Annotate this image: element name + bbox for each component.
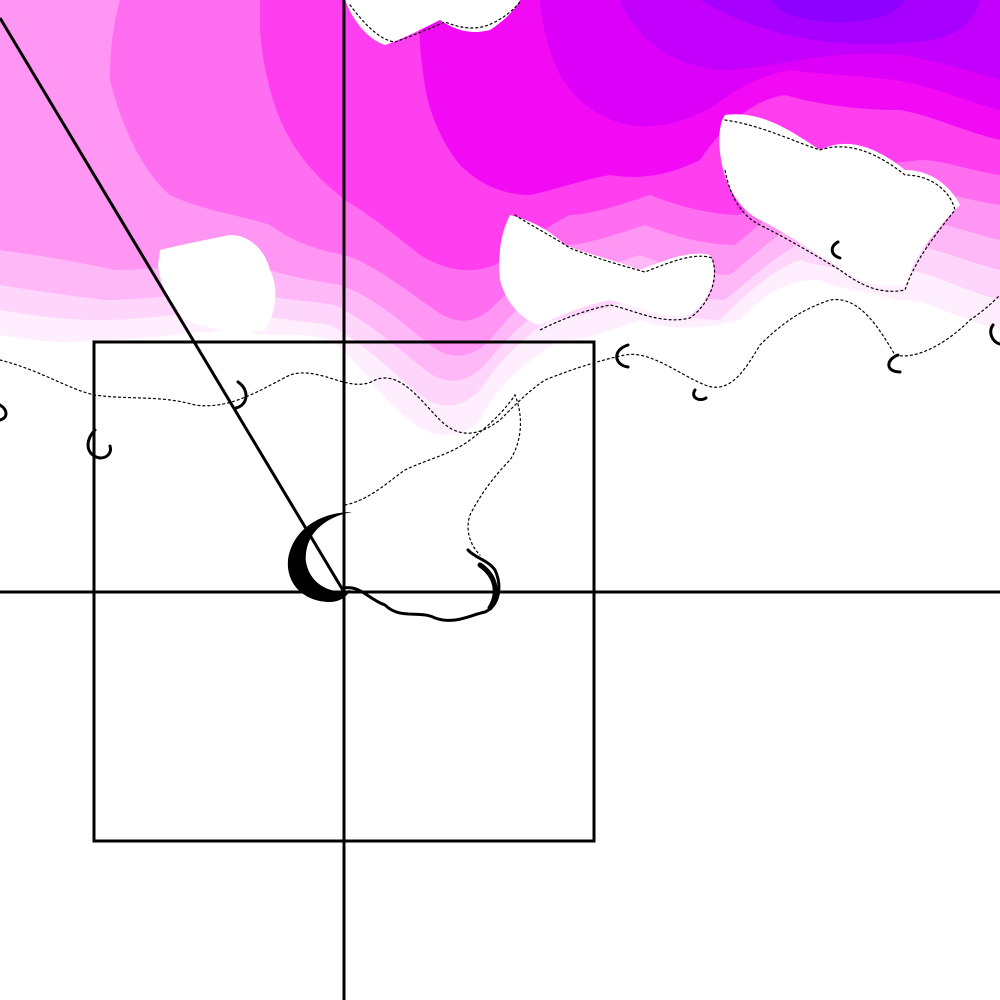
boundary-hook-4 (887, 353, 902, 374)
boundary-hook-3 (615, 343, 630, 369)
interior-lobe-left (0, 280, 1000, 1000)
interior-lobe-left-bay (158, 235, 276, 332)
crescent-feature (287, 512, 501, 622)
band-core (770, 0, 905, 23)
boundary-hook-8 (989, 323, 1000, 346)
interior-lobe-top (345, 0, 520, 45)
boundary-hook-5 (692, 388, 708, 402)
orbit-ray-line[interactable] (0, 17, 346, 593)
boundary-filament-top (349, 1, 521, 43)
crescent-shape (287, 512, 352, 602)
interior-lobe-right-bay (719, 114, 960, 287)
zoom-selection-box[interactable] (92, 340, 596, 843)
crescent-tail-thick (477, 562, 498, 611)
interior-lobe-mid-bay (499, 215, 714, 325)
boundary-hook-6 (0, 403, 8, 422)
boundary-hook-2 (234, 380, 248, 410)
boundary-hook-1 (86, 428, 112, 460)
boundary-hook-7 (830, 240, 842, 260)
boundary-filament-main (0, 294, 1000, 434)
boundary-filament-lower (344, 393, 521, 556)
crescent-tail (342, 548, 501, 622)
boundary-filament-right (724, 119, 956, 292)
fractal-boundary (0, 1, 1000, 556)
